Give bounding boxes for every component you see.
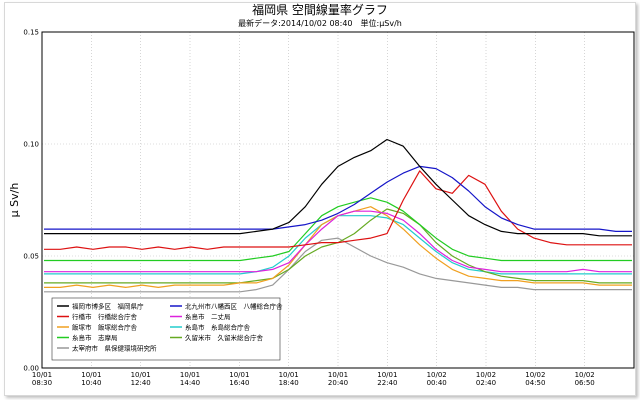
x-tick-date: 10/01 — [32, 371, 52, 379]
series-lines — [44, 138, 632, 293]
x-tick-time: 00:40 — [427, 379, 447, 387]
x-tick-time: 16:40 — [229, 379, 249, 387]
legend-label: 糸島市 二丈局 — [185, 312, 231, 321]
y-tick-label: 0.10 — [23, 141, 39, 149]
x-tick-date: 10/01 — [131, 371, 151, 379]
series-line — [44, 138, 632, 237]
x-tick-time: 22:40 — [377, 379, 397, 387]
legend-label: 久留米市 久留米総合庁舎 — [185, 333, 264, 342]
x-ticks: 10/0108:3010/0110:4010/0112:4010/0114:40… — [32, 371, 595, 387]
x-tick-time: 14:40 — [180, 379, 200, 387]
y-tick-label: 0.15 — [23, 29, 39, 37]
legend-label: 糸島市 志摩局 — [72, 333, 118, 342]
legend-box — [51, 297, 281, 361]
x-tick-time: 08:30 — [32, 379, 52, 387]
y-tick-label: 0.05 — [23, 253, 39, 261]
y-axis-label: μ Sv/h — [8, 183, 21, 218]
series-line — [44, 170, 632, 250]
x-tick-time: 06:50 — [575, 379, 595, 387]
chart-subtitle: 最新データ:2014/10/02 08:40 単位:μSv/h — [238, 18, 402, 28]
x-tick-time: 20:40 — [328, 379, 348, 387]
legend-label: 行橋市 行橋総合庁舎 — [72, 312, 138, 321]
x-tick-date: 10/01 — [180, 371, 200, 379]
x-tick-time: 18:40 — [279, 379, 299, 387]
series-line — [44, 165, 632, 232]
series-line — [44, 237, 632, 293]
x-tick-date: 10/01 — [328, 371, 348, 379]
x-tick-date: 10/02 — [476, 371, 496, 379]
legend-label: 福岡市博多区 福岡県庁 — [72, 301, 144, 310]
x-tick-date: 10/02 — [525, 371, 545, 379]
legend-label: 糸島市 糸島総合庁舎 — [185, 322, 251, 331]
legend-label: 北九州市八幡西区 八幡総合庁舎 — [185, 301, 283, 310]
x-tick-date: 10/02 — [575, 371, 595, 379]
y-ticks: 0.00 0.05 0.10 0.15 — [23, 29, 39, 373]
x-tick-date: 10/02 — [427, 371, 447, 379]
x-tick-date: 10/01 — [377, 371, 397, 379]
x-tick-date: 10/01 — [81, 371, 101, 379]
legend-label: 飯塚市 飯塚総合庁舎 — [72, 322, 138, 331]
x-tick-time: 10:40 — [81, 379, 101, 387]
x-tick-date: 10/01 — [229, 371, 249, 379]
legend-label: 太宰府市 県保健環境研究所 — [72, 343, 157, 352]
x-tick-time: 12:40 — [131, 379, 151, 387]
y-tick-label: 0.00 — [23, 365, 39, 373]
x-tick-date: 10/01 — [279, 371, 299, 379]
series-line — [44, 210, 632, 273]
chart-title: 福岡県 空間線量率グラフ — [252, 2, 388, 17]
x-tick-time: 04:50 — [525, 379, 545, 387]
plot-border — [41, 31, 635, 369]
x-tick-time: 02:40 — [476, 379, 496, 387]
series-line — [44, 197, 632, 262]
